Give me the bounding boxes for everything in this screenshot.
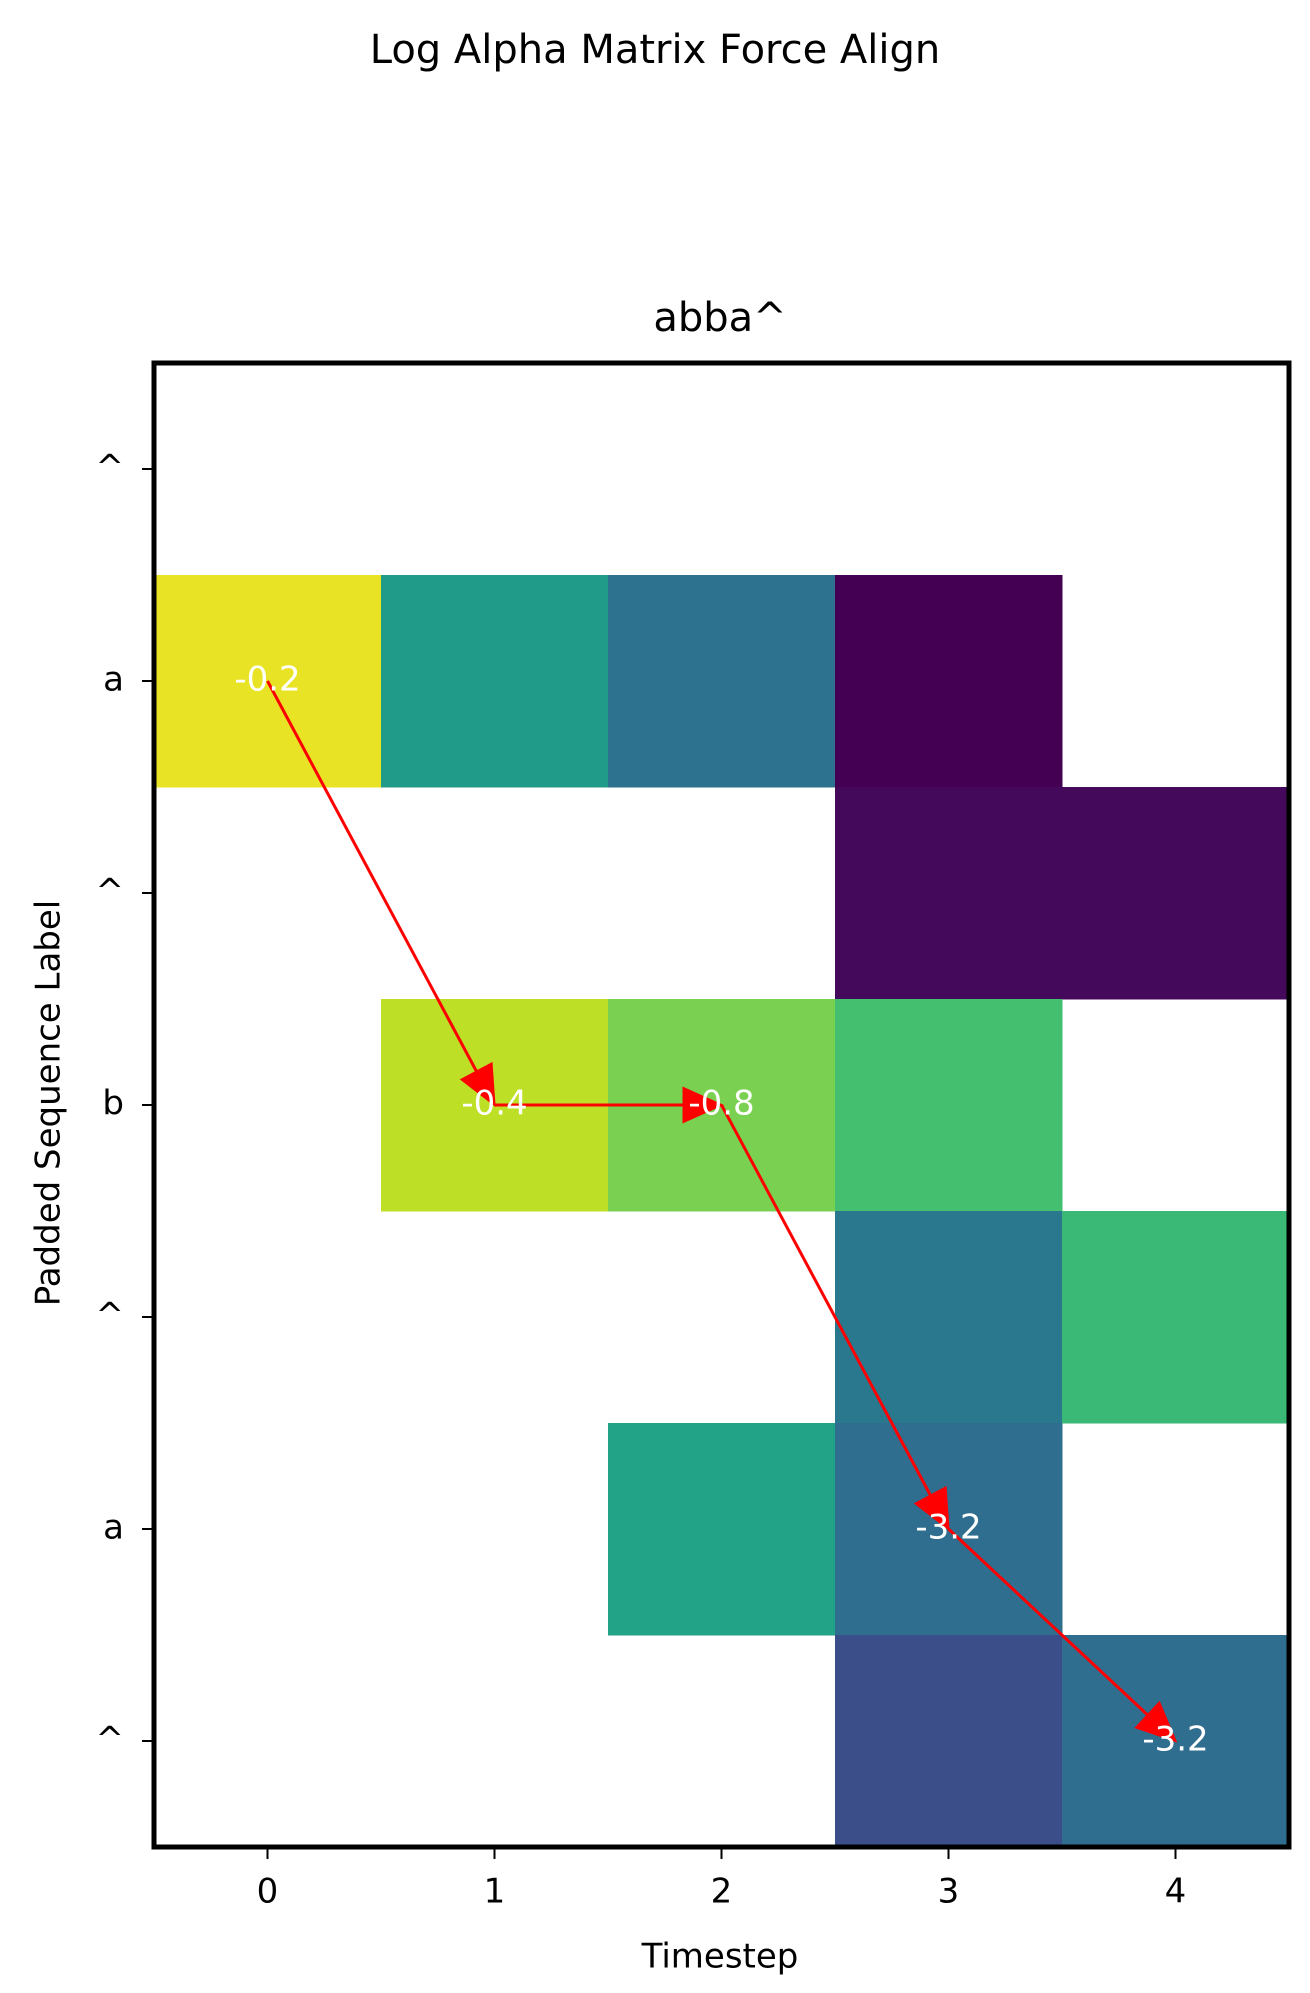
path-value-label: -0.4 [461, 1084, 527, 1124]
path-arrow [947, 1527, 1178, 1743]
y-tick-label: ^ [96, 448, 125, 488]
x-tick-label: 1 [484, 1872, 506, 1912]
heatmap-cell [608, 575, 836, 788]
path-arrow [720, 1104, 950, 1532]
x-tick-label: 4 [1165, 1872, 1187, 1912]
x-tick-label: 3 [938, 1872, 960, 1912]
y-tick-label: a [103, 1508, 124, 1548]
path-value-label: -3.2 [915, 1508, 981, 1548]
y-axis-ticks: ^ a ^ b ^ a ^ [96, 448, 154, 1760]
path-value-label: -0.8 [688, 1084, 754, 1124]
path-value-label: -0.2 [234, 660, 300, 700]
figure-title: Log Alpha Matrix Force Align [370, 27, 941, 73]
path-arrow [266, 680, 496, 1108]
y-tick-label: a [103, 660, 124, 700]
x-axis-label: Timestep [641, 1937, 799, 1977]
heatmap-cell [381, 575, 609, 788]
heatmap-cells [154, 575, 1290, 1848]
heatmap-cell [835, 575, 1063, 788]
y-tick-label: b [102, 1084, 124, 1124]
path-value-label: -3.2 [1142, 1720, 1208, 1760]
heatmap-cell [1062, 787, 1290, 1000]
y-tick-label: ^ [96, 1720, 125, 1760]
heatmap-cell [835, 999, 1063, 1212]
x-tick-label: 2 [711, 1872, 733, 1912]
heatmap-cell [835, 1211, 1063, 1424]
x-tick-label: 0 [257, 1872, 279, 1912]
heatmap-cell [835, 787, 1063, 1000]
heatmap-cell [835, 1635, 1063, 1848]
path-arrow [494, 1086, 724, 1124]
axes-title: abba^ [653, 295, 786, 341]
heatmap-cell [1062, 1211, 1290, 1424]
y-axis-label: Padded Sequence Label [29, 900, 69, 1307]
x-axis-ticks: 0 1 2 3 4 [257, 1847, 1187, 1912]
y-tick-label: ^ [96, 1296, 125, 1336]
y-tick-label: ^ [96, 872, 125, 912]
heatmap-cell [608, 1423, 836, 1636]
path-value-labels: -0.2 -0.4 -0.8 -3.2 -3.2 [234, 660, 1208, 1760]
path-arrows [266, 680, 1178, 1743]
